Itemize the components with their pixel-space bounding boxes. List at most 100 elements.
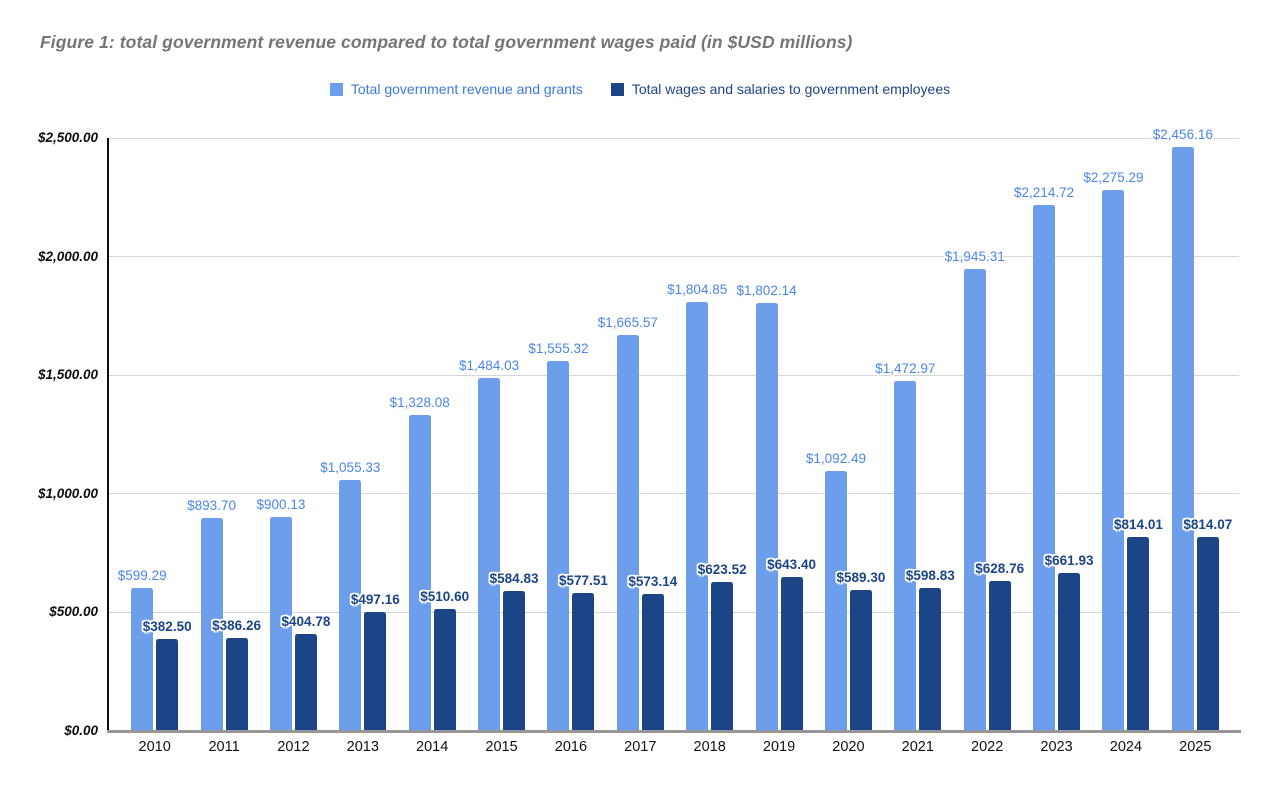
y-tick-label-500: $500.00 xyxy=(49,604,98,620)
bar-revenue-2021: $1,472.97 xyxy=(875,361,935,730)
data-label-revenue-2019: $1,802.14 xyxy=(736,282,797,298)
x-axis-label-2022: 2022 xyxy=(971,739,1004,755)
data-label-revenue-2014: $1,328.08 xyxy=(389,394,450,410)
gridline-1000 xyxy=(108,493,1239,495)
plot-area: $0.00 $500.00 $1,000.00 $1,500.00 $2,000.00 $… xyxy=(38,127,1241,755)
data-label-wages-2010: $382.50 xyxy=(142,619,192,635)
bar-revenue-2018: $1,804.85 xyxy=(667,282,727,730)
y-tick-label-1500: $1,500.00 xyxy=(37,367,98,383)
bar-wages-2025: $814.07 xyxy=(1183,517,1232,730)
figure-title: Figure 1: total government revenue compa… xyxy=(40,32,853,52)
bar-revenue-2014: $1,328.08 xyxy=(390,395,450,730)
gridline-2500 xyxy=(108,137,1239,139)
data-label-revenue-2020: $1,092.49 xyxy=(805,450,866,466)
x-axis-label-2021: 2021 xyxy=(901,739,934,755)
legend-item-wages: Total wages and salaries to government e… xyxy=(610,81,951,97)
bar-revenue-2016: $1,555.32 xyxy=(528,341,588,730)
bar-wages-2022: $628.76 xyxy=(975,561,1024,730)
bar-revenue-2017: $1,665.57 xyxy=(598,315,658,730)
legend-item-revenue: Total government revenue and grants xyxy=(329,81,583,97)
bar-revenue-2010: $599.29 xyxy=(118,568,167,730)
x-axis-label-2018: 2018 xyxy=(693,739,726,755)
data-label-revenue-2016: $1,555.32 xyxy=(528,341,589,357)
bar-wages-2024: $814.01 xyxy=(1114,517,1163,730)
legend-label-revenue: Total government revenue and grants xyxy=(350,81,583,97)
bar-revenue-2013: $1,055.33 xyxy=(320,460,380,730)
y-tick-label-2500: $2,500.00 xyxy=(37,130,98,145)
bar-wages-2023: $661.93 xyxy=(1045,553,1093,730)
data-label-revenue-2022: $1,945.31 xyxy=(944,248,1005,264)
bar-group-2020: $1,092.49 $589.30 xyxy=(806,138,885,730)
bar-revenue-2015: $1,484.03 xyxy=(459,358,519,730)
x-axis-label-2013: 2013 xyxy=(346,739,379,755)
bar-revenue-2012: $900.13 xyxy=(257,497,305,730)
bar-wages-2021: $598.83 xyxy=(906,568,955,730)
data-label-revenue-2018: $1,804.85 xyxy=(667,281,728,297)
bar-wages-2013: $497.16 xyxy=(351,592,400,730)
bar-revenue-2022: $1,945.31 xyxy=(945,249,1005,730)
data-label-wages-2025: $814.07 xyxy=(1183,516,1233,532)
data-label-wages-2024: $814.01 xyxy=(1114,516,1163,532)
x-axis-label-2014: 2014 xyxy=(416,739,449,755)
bar-group-2011: $893.70 $386.26 xyxy=(187,138,261,730)
x-axis-label-2025: 2025 xyxy=(1179,739,1212,755)
bar-wages-2010: $382.50 xyxy=(143,619,192,730)
bar-revenue-2020: $1,092.49 xyxy=(806,451,866,730)
bar-group-2012: $900.13 $404.78 xyxy=(257,138,330,730)
legend-label-wages: Total wages and salaries to government e… xyxy=(631,81,951,97)
bar-group-2023: $2,214.72 $661.93 xyxy=(1014,138,1093,730)
x-axis-label-2011: 2011 xyxy=(208,739,240,755)
y-tick-label-1000: $1,000.00 xyxy=(37,485,98,501)
data-label-revenue-2023: $2,214.72 xyxy=(1014,184,1075,200)
y-tick-label-2000: $2,000.00 xyxy=(37,248,98,264)
data-label-wages-2011: $386.26 xyxy=(212,618,261,634)
data-label-revenue-2021: $1,472.97 xyxy=(875,360,936,376)
x-axis-label-2010: 2010 xyxy=(138,739,171,755)
chart-legend: Total government revenue and grants Tota… xyxy=(0,81,1280,97)
bar-group-2010: $599.29 $382.50 xyxy=(118,138,192,730)
bar-wages-2019: $643.40 xyxy=(767,557,816,730)
bar-wages-2015: $584.83 xyxy=(490,571,538,730)
data-label-revenue-2013: $1,055.33 xyxy=(320,459,381,475)
bar-group-2019: $1,802.14 $643.40 xyxy=(737,138,816,730)
bar-wages-2012: $404.78 xyxy=(282,614,330,730)
x-axis-label-2024: 2024 xyxy=(1109,739,1143,755)
x-axis-label-2019: 2019 xyxy=(762,739,796,755)
data-label-wages-2022: $628.76 xyxy=(975,560,1025,576)
bar-wages-2014: $510.60 xyxy=(420,589,469,730)
bar-group-2025: $2,456.16 $814.07 xyxy=(1153,127,1232,730)
legend-swatch-revenue-icon xyxy=(329,82,343,96)
bar-group-2015: $1,484.03 $584.83 xyxy=(459,138,538,730)
bar-group-2021: $1,472.97 $598.83 xyxy=(875,138,955,730)
bar-group-2014: $1,328.08 $510.60 xyxy=(390,138,469,730)
bar-revenue-2025: $2,456.16 xyxy=(1153,127,1213,730)
bar-revenue-2019: $1,802.14 xyxy=(737,283,797,730)
data-label-revenue-2017: $1,665.57 xyxy=(597,314,658,330)
data-label-wages-2016: $577.51 xyxy=(559,573,608,589)
bar-wages-2018: $623.52 xyxy=(698,562,747,730)
bar-revenue-2023: $2,214.72 xyxy=(1014,185,1074,730)
bar-wages-2016: $577.51 xyxy=(559,573,608,730)
bar-revenue-2024: $2,275.29 xyxy=(1083,170,1143,730)
data-label-wages-2023: $661.93 xyxy=(1044,553,1094,568)
data-label-wages-2013: $497.16 xyxy=(350,592,400,608)
bar-wages-2020: $589.30 xyxy=(837,570,885,730)
data-label-revenue-2010: $599.29 xyxy=(117,567,167,583)
bars-row: $599.29 $382.50 $893.70 $386.26 $900.13 $404.… xyxy=(118,127,1232,730)
legend-swatch-wages-icon xyxy=(610,82,624,96)
bar-group-2024: $2,275.29 $814.01 xyxy=(1083,138,1163,730)
bar-group-2013: $1,055.33 $497.16 xyxy=(320,138,400,730)
x-axis-line xyxy=(107,730,1241,733)
bar-group-2017: $1,665.57 $573.14 xyxy=(598,138,678,730)
x-axis-label-2017: 2017 xyxy=(624,739,657,755)
data-label-wages-2020: $589.30 xyxy=(836,570,886,586)
data-label-revenue-2025: $2,456.16 xyxy=(1152,127,1213,143)
data-label-wages-2021: $598.83 xyxy=(905,567,955,583)
data-label-wages-2017: $573.14 xyxy=(628,574,678,590)
data-label-wages-2015: $584.83 xyxy=(489,571,539,587)
data-label-wages-2019: $643.40 xyxy=(767,557,816,573)
x-axis-label-2012: 2012 xyxy=(277,739,310,755)
data-label-revenue-2012: $900.13 xyxy=(256,496,306,512)
data-label-revenue-2011: $893.70 xyxy=(187,498,236,514)
